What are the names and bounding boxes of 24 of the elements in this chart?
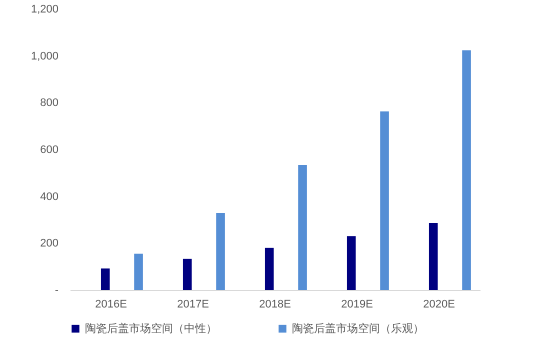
bar [380,111,389,290]
y-tick-label: 400 [40,190,58,203]
legend-label: 陶瓷后盖市场空间（中性） [85,322,217,335]
bar [264,248,274,290]
x-tick-label: 2019E [341,298,373,310]
y-tick-label: 600 [40,144,58,156]
bar [216,212,225,290]
x-tick-label: 2016E [95,298,127,310]
y-tick-label: 800 [40,97,58,110]
bar [134,254,143,290]
bar [462,50,471,290]
y-tick-label: - [54,284,59,296]
bar [100,268,110,290]
bar [182,258,192,290]
y-tick-label: 1,200 [30,4,58,16]
bar [428,223,438,290]
x-tick-label: 2018E [259,298,291,310]
x-tick-label: 2017E [177,298,209,310]
y-tick-label: 200 [40,238,58,250]
bar [346,236,356,290]
y-tick-label: 1,000 [30,50,58,62]
x-tick-label: 2020E [423,298,455,310]
bar [298,164,307,290]
legend-label: 陶瓷后盖市场空间（乐观） [292,322,424,335]
